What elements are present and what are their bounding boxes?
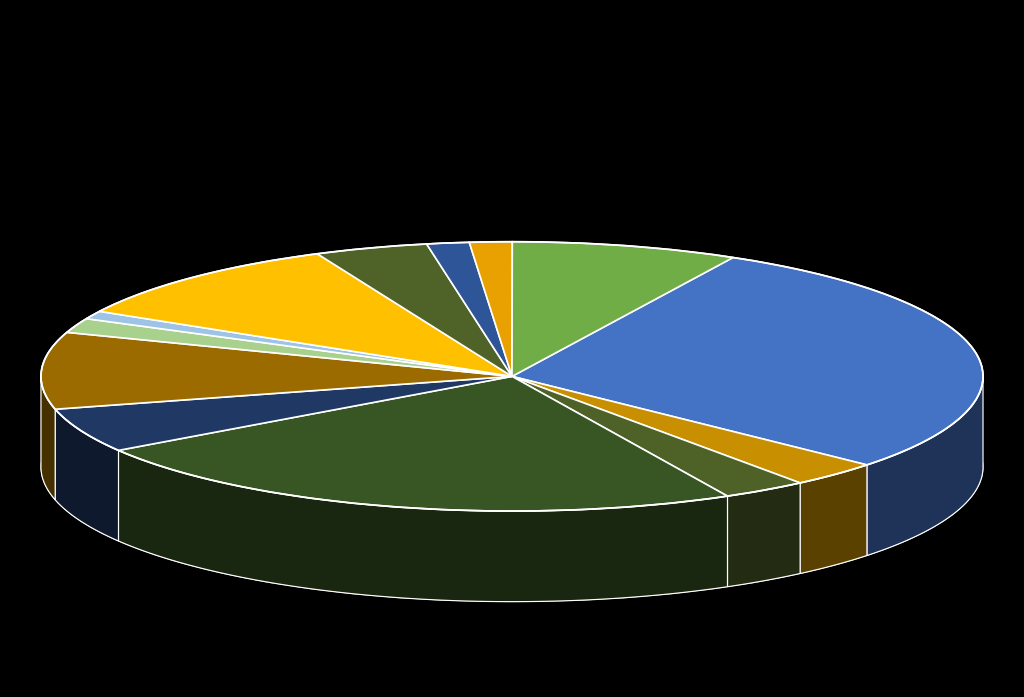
Polygon shape xyxy=(867,375,983,556)
Polygon shape xyxy=(86,312,512,376)
Polygon shape xyxy=(119,376,727,511)
Polygon shape xyxy=(512,376,800,496)
Polygon shape xyxy=(41,376,55,500)
Polygon shape xyxy=(41,332,512,409)
Polygon shape xyxy=(67,319,512,376)
Ellipse shape xyxy=(41,332,983,602)
Polygon shape xyxy=(469,242,512,376)
Polygon shape xyxy=(512,242,733,376)
Polygon shape xyxy=(512,376,867,483)
Polygon shape xyxy=(727,483,800,587)
Polygon shape xyxy=(55,376,512,450)
Polygon shape xyxy=(427,243,512,376)
Polygon shape xyxy=(119,450,727,602)
Polygon shape xyxy=(800,465,867,574)
Polygon shape xyxy=(317,244,512,376)
Polygon shape xyxy=(55,409,119,541)
Polygon shape xyxy=(512,257,983,465)
Polygon shape xyxy=(99,254,512,376)
